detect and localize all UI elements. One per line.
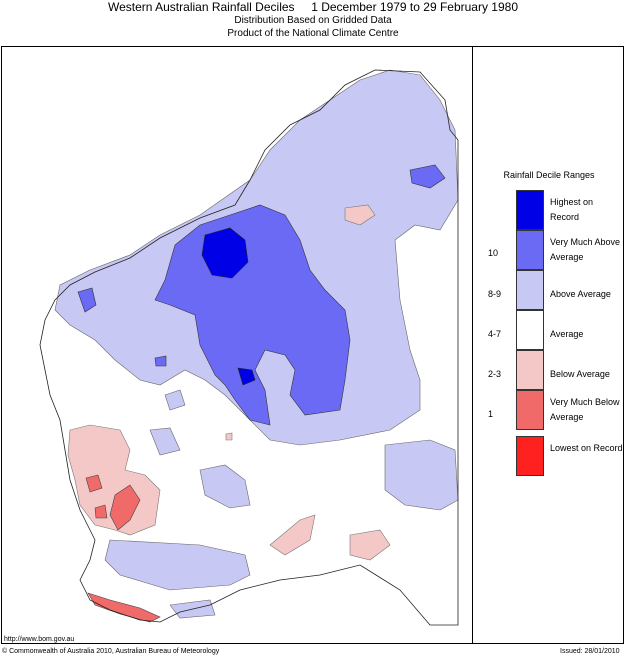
footer-copyright: © Commonwealth of Australia 2010, Austra… (2, 648, 220, 655)
region-highest-on-record (201, 227, 249, 279)
wa-rainfall-map (39, 69, 459, 626)
legend-divider (472, 46, 473, 644)
wa-coastline (39, 69, 459, 626)
region-kimberley-below (344, 204, 376, 226)
legend-label-lowest: Lowest on Record (550, 443, 623, 453)
legend-label-very-much-below: Very Much Below Average (550, 397, 620, 422)
region-southeast-below (349, 529, 391, 561)
map-subtitle-1: Distribution Based on Gridded Data (234, 15, 392, 26)
footer-url[interactable]: http://www.bom.gov.au (4, 636, 75, 643)
map-frame (1, 46, 624, 644)
region-south-above (104, 539, 251, 591)
region-pilbara-very-much-above (154, 204, 351, 426)
legend-label-average: Average (550, 329, 584, 339)
legend-title: Rainfall Decile Ranges (503, 170, 595, 180)
legend-range-below: 2-3 (488, 369, 502, 379)
highest-on-record-regions (201, 227, 256, 386)
very-much-above-regions (77, 164, 446, 426)
region-kimberley-very-much-above (409, 164, 446, 189)
region-small-very-much-above (154, 355, 167, 367)
legend-label-above: Above Average (550, 289, 611, 299)
legend-range-very-much-above: 10 (488, 248, 499, 258)
region-very-much-below-1 (109, 484, 141, 531)
legend-range-average: 4-7 (488, 329, 502, 339)
region-southwest-below (67, 424, 161, 536)
legend-swatch-lowest (516, 436, 544, 476)
region-southcoast-below (269, 514, 316, 556)
legend-swatch-highest (516, 190, 544, 230)
very-much-below-regions (85, 474, 161, 623)
region-east-above (384, 439, 459, 511)
region-small-above-2 (149, 427, 181, 456)
region-small-above-1 (164, 389, 186, 411)
legend-label-below: Below Average (550, 369, 610, 379)
map-title: Western Australian Rainfall Deciles 1 De… (108, 0, 518, 14)
legend-swatch-very-much-below (516, 390, 544, 430)
legend-swatch-average (516, 310, 544, 350)
legend-range-very-much-below: 1 (488, 409, 494, 419)
legend-swatch-above (516, 270, 544, 310)
legend-swatch-very-much-above (516, 230, 544, 270)
region-small-below (225, 432, 233, 441)
map-subtitle-2: Product of the National Climate Centre (227, 28, 399, 39)
legend-label-highest: Highest on Record (550, 197, 594, 222)
region-west-very-much-above (77, 287, 97, 313)
region-very-much-below-3 (94, 504, 108, 519)
region-very-much-below-south (87, 592, 161, 623)
below-average-regions (67, 204, 391, 561)
region-very-much-below-2 (85, 474, 103, 493)
legend-swatch-below (516, 350, 544, 390)
region-highest-small (237, 367, 256, 386)
legend-range-above: 8-9 (488, 289, 502, 299)
legend-label-very-much-above: Very Much Above Average (550, 237, 621, 262)
region-goldfields-above (199, 464, 251, 509)
footer-issued: Issued: 28/01/2010 (560, 648, 620, 655)
